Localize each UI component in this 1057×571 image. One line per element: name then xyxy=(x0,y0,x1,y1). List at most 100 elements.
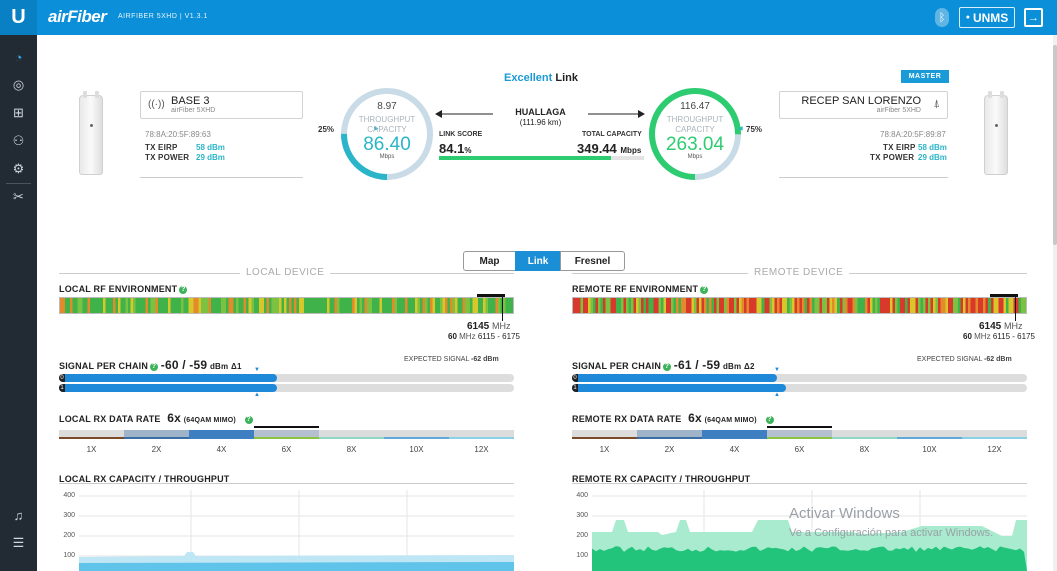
local-chain-1: 1 xyxy=(59,384,514,392)
remote-chain-0-fill xyxy=(572,374,777,382)
local-device-card[interactable]: ((·)) BASE 3 airFiber 5XHD xyxy=(140,91,303,119)
remote-rate-mod: (64QAM MIMO) xyxy=(704,417,757,424)
notifications-icon[interactable]: ♫ xyxy=(13,507,24,523)
tools-icon[interactable]: ✂ xyxy=(13,189,24,204)
link-capacity-label: TOTAL CAPACITY xyxy=(582,131,642,138)
help-icon[interactable]: ? xyxy=(700,286,709,294)
remote-bandwidth: 60 MHz 6115 - 6175 xyxy=(963,332,1035,341)
chain-1-label: 1 xyxy=(572,384,578,392)
local-chain-0: 0 xyxy=(59,374,514,382)
remote-bw-unit: MHz xyxy=(974,332,991,341)
local-rate-value: 6x xyxy=(167,411,182,425)
local-channel-marker xyxy=(477,294,505,297)
rate-segment xyxy=(59,430,124,439)
remote-signal-value: -61 / -59 xyxy=(673,358,721,372)
page-scrollbar[interactable] xyxy=(1053,35,1057,571)
rate-tick: 6X xyxy=(794,445,805,454)
local-y-tick: 200 xyxy=(63,532,75,539)
remote-channel-marker xyxy=(990,294,1018,297)
local-expected-marker-bottom-icon: ▲ xyxy=(254,392,260,398)
rate-tick: 1X xyxy=(599,445,610,454)
link-capacity-unit: Mbps xyxy=(620,146,642,155)
logout-icon[interactable]: → xyxy=(1024,8,1043,27)
local-capacity-value: 86.40 xyxy=(363,134,411,155)
local-mac: 78:8A:20:5F:89:63 xyxy=(145,130,211,139)
bluetooth-icon[interactable]: ᛒ xyxy=(935,8,949,27)
local-expected-signal: EXPECTED SIGNAL -62 dBm xyxy=(404,356,499,363)
rate-segment xyxy=(384,430,449,439)
remote-rf-title-text: REMOTE RF ENVIRONMENT xyxy=(572,284,699,294)
local-rate-mod: (64QAM MIMO) xyxy=(183,417,236,424)
list-icon[interactable]: ☰ xyxy=(12,535,25,550)
local-device-image xyxy=(79,91,103,175)
network-icon[interactable]: ⊞ xyxy=(13,105,24,120)
help-icon[interactable]: ? xyxy=(244,416,253,424)
services-icon[interactable]: ⚇ xyxy=(12,133,25,148)
remote-chain-1: 1 xyxy=(572,384,1027,392)
local-freq-unit: MHz xyxy=(492,321,511,331)
tab-link[interactable]: Link xyxy=(515,251,561,271)
tab-map[interactable]: Map xyxy=(463,251,516,271)
remote-signal-unit: dBm xyxy=(722,362,742,371)
help-icon[interactable]: ? xyxy=(179,286,188,294)
remote-gauge-percent: 75% xyxy=(746,125,763,134)
remote-rate-value: 6x xyxy=(688,411,702,425)
ubiquiti-logo[interactable]: U xyxy=(0,0,37,35)
local-rate-title: LOCAL RX DATA RATE 6x (64QAM MIMO) ? xyxy=(59,411,253,425)
link-capacity-value: 349.44 xyxy=(577,141,617,156)
device-led xyxy=(995,124,998,127)
system-icon[interactable]: ⚙ xyxy=(12,161,25,176)
remote-mac: 78:8A:20:5F:89:87 xyxy=(880,130,946,139)
local-throughput-value: 8.97 xyxy=(377,101,397,112)
remote-capacity-chart xyxy=(592,490,1027,571)
remote-freq-unit: MHz xyxy=(1004,321,1023,331)
rate-segment xyxy=(962,430,1027,439)
link-distance: (111.96 km) xyxy=(519,118,562,127)
remote-rf-spectrum xyxy=(572,297,1027,314)
remote-tx-power: 29 dBm xyxy=(918,153,947,162)
help-icon[interactable]: ? xyxy=(663,363,672,371)
local-throughput-gauge xyxy=(341,88,433,180)
remote-expected-value: -62 dBm xyxy=(984,356,1012,363)
remote-channel-line xyxy=(1015,295,1016,321)
remote-y-tick: 400 xyxy=(576,492,588,499)
local-expected-marker-icon: ▼ xyxy=(254,367,260,373)
remote-capacity-unit: Mbps xyxy=(687,154,703,160)
dashboard-icon[interactable]: ◔ xyxy=(14,49,23,65)
rate-current-marker xyxy=(767,426,832,428)
rate-segment xyxy=(897,430,962,439)
remote-expected-marker-icon: ▼ xyxy=(774,367,780,373)
local-rf-spectrum xyxy=(59,297,514,314)
remote-capacity-title: REMOTE RX CAPACITY / THROUGHPUT xyxy=(572,474,751,484)
rate-tick: 2X xyxy=(664,445,675,454)
rate-tick: 6X xyxy=(281,445,292,454)
remote-bw-value: 60 xyxy=(963,332,972,341)
remote-tx-power-label: TX POWER xyxy=(870,153,915,162)
unms-button[interactable]: ● UNMS xyxy=(959,7,1015,28)
rate-tick: 12X xyxy=(474,445,489,454)
local-y-tick: 300 xyxy=(63,512,75,519)
tab-fresnel[interactable]: Fresnel xyxy=(560,251,625,271)
remote-frequency: 6145 MHz xyxy=(979,321,1023,332)
help-icon[interactable]: ? xyxy=(765,416,774,424)
rate-segment xyxy=(189,430,254,439)
local-tx-power: 29 dBm xyxy=(196,153,225,162)
remote-throughput-area xyxy=(592,546,1027,571)
remote-device-card[interactable]: RECEP SAN LORENZO airFiber 5XHD ⍋ xyxy=(779,91,948,119)
remote-tx-eirp-label: TX EIRP xyxy=(883,143,916,152)
local-gauge-marker-icon: ▶ xyxy=(374,126,379,132)
remote-expected-marker-bottom-icon: ▲ xyxy=(774,392,780,398)
remote-expected-label: EXPECTED SIGNAL xyxy=(917,356,983,363)
remote-rf-title: REMOTE RF ENVIRONMENT? xyxy=(572,284,709,294)
scrollbar-thumb[interactable] xyxy=(1053,45,1057,245)
link-name: HUALLAGA xyxy=(493,107,588,117)
tower-icon: ⍋ xyxy=(933,98,940,110)
rate-tick: 2X xyxy=(151,445,162,454)
link-quality-word: Excellent xyxy=(504,72,553,84)
rate-tick: 4X xyxy=(216,445,227,454)
windows-activation-subtitle: Ve a Configuración para activar Windows. xyxy=(789,527,994,539)
local-capacity-label: CAPACITY xyxy=(367,125,407,134)
help-icon[interactable]: ? xyxy=(150,363,159,371)
sidebar: ◔ ◎ ⊞ ⚇ ⚙ ✂ ♫ ☰ xyxy=(0,35,37,571)
wireless-icon[interactable]: ◎ xyxy=(12,77,25,92)
